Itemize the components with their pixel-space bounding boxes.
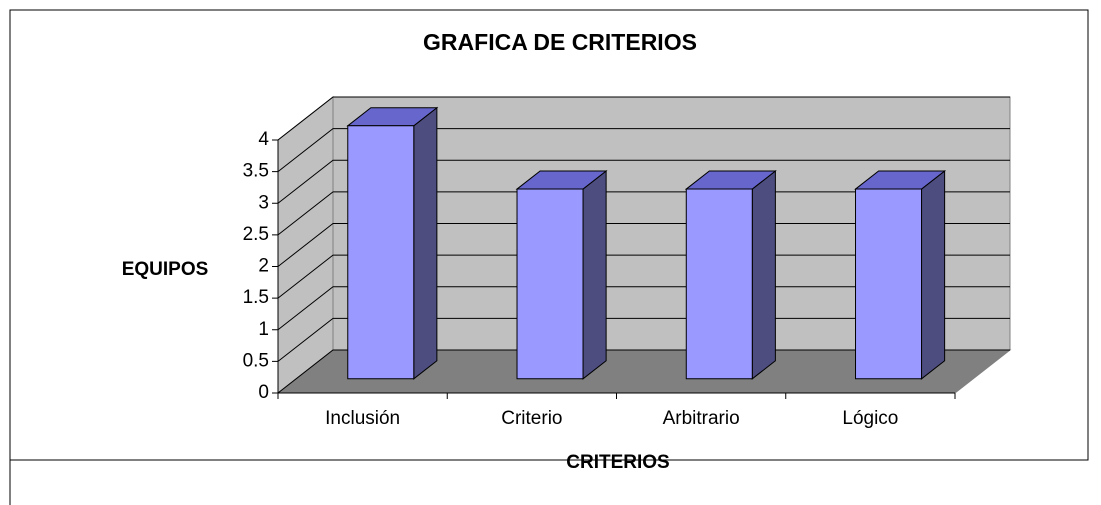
y-tick-label: 3.5	[243, 161, 269, 182]
y-tick-label: 4	[258, 129, 269, 150]
bar-front	[855, 188, 923, 380]
bar	[346, 106, 439, 380]
bar	[854, 169, 947, 380]
bar	[515, 169, 608, 380]
x-axis-title: CRITERIOS	[566, 452, 669, 473]
y-tick-label: 0.5	[243, 350, 269, 371]
x-tick-label: Criterio	[501, 408, 562, 429]
bar-front	[516, 188, 584, 380]
grid-line	[277, 96, 1010, 141]
grid-line	[277, 223, 1010, 267]
grid-line	[277, 349, 1010, 394]
grid-line	[277, 286, 1010, 331]
bar-side	[582, 169, 607, 380]
bar-side	[751, 169, 776, 380]
grid-line	[277, 128, 1010, 173]
y-tick-label: 1	[258, 319, 269, 340]
y-tick-label: 2.5	[243, 224, 269, 245]
x-tick-label: Arbitrario	[663, 408, 740, 429]
x-tick-label: Inclusión	[325, 408, 400, 429]
plot-area	[272, 95, 1012, 399]
y-tick-label: 2	[258, 256, 269, 277]
y-tick-label: 3	[258, 192, 269, 213]
y-tick-label: 1.5	[243, 287, 269, 308]
grid-line	[277, 159, 1010, 204]
bar	[684, 169, 777, 380]
x-tick-label: Lógico	[842, 408, 898, 429]
bar-side	[921, 169, 946, 380]
grid-line	[277, 254, 1010, 299]
chart-title: GRAFICA DE CRITERIOS	[423, 29, 697, 55]
chart-frame	[9, 9, 1089, 461]
bar-front	[347, 125, 415, 380]
grid-line	[277, 191, 1010, 236]
y-axis-title: EQUIPOS	[122, 259, 209, 280]
y-tick-label: 0	[258, 382, 269, 403]
grid-line	[277, 317, 1010, 362]
bar-side	[413, 106, 438, 380]
bar-front	[685, 188, 753, 380]
